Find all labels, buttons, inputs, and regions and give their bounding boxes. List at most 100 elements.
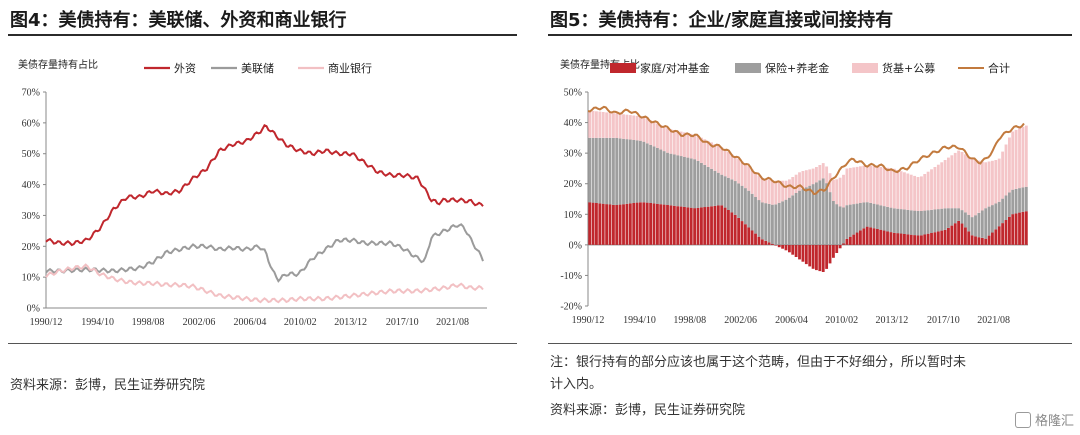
bar-segment bbox=[601, 112, 605, 138]
bar-segment bbox=[859, 230, 862, 245]
bar-segment bbox=[1021, 187, 1025, 212]
legend-label: 家庭/对冲基金 bbox=[640, 61, 710, 75]
bar-segment bbox=[672, 130, 676, 155]
bar-segment bbox=[652, 203, 656, 245]
bar-segment bbox=[618, 138, 622, 205]
bar-segment bbox=[720, 147, 724, 175]
bar-segment bbox=[696, 136, 700, 161]
bar-segment bbox=[1004, 220, 1008, 245]
bar-segment bbox=[936, 231, 940, 245]
bar-segment bbox=[595, 111, 598, 138]
bar-segment bbox=[926, 171, 930, 211]
bar-segment bbox=[957, 208, 961, 221]
bar-segment bbox=[1014, 213, 1018, 245]
bar-segment bbox=[798, 172, 801, 191]
bar-segment bbox=[656, 148, 659, 204]
bar-segment bbox=[879, 229, 883, 245]
watermark: 格隆汇 bbox=[1014, 410, 1074, 429]
bar-segment bbox=[838, 244, 842, 249]
bar-segment bbox=[595, 203, 598, 245]
bar-segment bbox=[825, 166, 829, 184]
bar-segment bbox=[933, 167, 937, 210]
bar-segment bbox=[781, 244, 785, 249]
bar-segment bbox=[696, 207, 700, 245]
bar-segment bbox=[889, 168, 893, 208]
bar-segment bbox=[852, 204, 856, 235]
bar-segment bbox=[676, 130, 680, 156]
bar-segment bbox=[700, 207, 703, 245]
bar-segment bbox=[784, 199, 788, 245]
legend-label: 合计 bbox=[988, 61, 1010, 75]
bar-segment bbox=[608, 137, 612, 205]
y-axis-label: 美债存量持有占比 bbox=[18, 58, 98, 71]
bar-segment bbox=[869, 227, 873, 245]
bar-segment bbox=[628, 139, 632, 204]
bar-segment bbox=[923, 174, 927, 211]
bar-segment bbox=[943, 229, 947, 245]
bar-segment bbox=[774, 180, 778, 205]
x-tick-label: 1994/10 bbox=[81, 317, 114, 328]
x-tick-label: 2021/08 bbox=[977, 315, 1010, 326]
bar-segment bbox=[767, 179, 771, 204]
bar-segment bbox=[794, 244, 798, 257]
bar-segment bbox=[744, 224, 747, 245]
bar-segment bbox=[980, 161, 984, 211]
bar-segment bbox=[872, 228, 876, 245]
bar-segment bbox=[997, 226, 1001, 245]
bar-segment bbox=[639, 116, 642, 141]
bar-segment bbox=[669, 153, 673, 206]
bar-segment bbox=[612, 204, 615, 245]
bar-segment bbox=[1011, 214, 1015, 245]
bar-segment bbox=[608, 112, 612, 138]
bar-segment bbox=[710, 206, 713, 245]
y-tick-label: -10% bbox=[560, 271, 582, 282]
bar-segment bbox=[618, 113, 622, 139]
bar-segment bbox=[713, 205, 717, 245]
bar-segment bbox=[984, 162, 988, 209]
bar-segment bbox=[896, 170, 900, 209]
bar-segment bbox=[656, 203, 659, 245]
bar-segment bbox=[909, 210, 913, 235]
bar-segment bbox=[777, 244, 781, 248]
bar-segment bbox=[750, 230, 754, 245]
bar-segment bbox=[967, 156, 971, 215]
bar-segment bbox=[598, 203, 602, 245]
bar-segment bbox=[916, 211, 920, 236]
stacked-bar-chart: 美债存量持有占比-20%-10%0%10%20%30%40%50%1990/12… bbox=[560, 58, 1028, 326]
bar-segment bbox=[967, 214, 971, 232]
bar-segment bbox=[855, 203, 859, 233]
bar-segment bbox=[605, 137, 609, 205]
bar-segment bbox=[950, 225, 954, 245]
bar-segment bbox=[764, 203, 768, 241]
note-line-1: 注：银行持有的部分应该也属于这个范畴，但由于不好细分，所以暂时未 bbox=[550, 355, 967, 370]
bar-segment bbox=[686, 133, 690, 158]
bar-segment bbox=[950, 208, 954, 226]
y-tick-label: 50% bbox=[564, 88, 582, 99]
bar-segment bbox=[920, 235, 923, 245]
bar-segment bbox=[737, 158, 741, 184]
bar-segment bbox=[740, 221, 744, 245]
series-line-美联储 bbox=[45, 223, 484, 283]
bar-segment bbox=[892, 232, 896, 245]
bar-segment bbox=[771, 244, 774, 245]
bar-segment bbox=[628, 203, 632, 245]
bar-segment bbox=[818, 180, 822, 245]
bar-segment bbox=[760, 177, 764, 203]
bar-segment bbox=[764, 240, 768, 245]
bar-segment bbox=[832, 244, 835, 258]
bar-segment bbox=[804, 187, 808, 245]
bar-segment bbox=[1008, 137, 1011, 193]
bar-segment bbox=[1024, 186, 1028, 212]
chart-bottom-rule bbox=[548, 343, 1072, 344]
bar-segment bbox=[848, 236, 852, 245]
bar-segment bbox=[595, 137, 598, 203]
legend-label: 货基+公募 bbox=[882, 61, 935, 75]
bar-segment bbox=[926, 233, 930, 245]
bar-segment bbox=[906, 209, 910, 235]
bar-segment bbox=[642, 202, 646, 245]
bar-segment bbox=[1024, 125, 1028, 187]
bar-segment bbox=[1008, 192, 1011, 217]
bar-segment bbox=[852, 234, 856, 245]
legend-label: 美联储 bbox=[241, 61, 274, 75]
bar-segment bbox=[960, 210, 964, 224]
